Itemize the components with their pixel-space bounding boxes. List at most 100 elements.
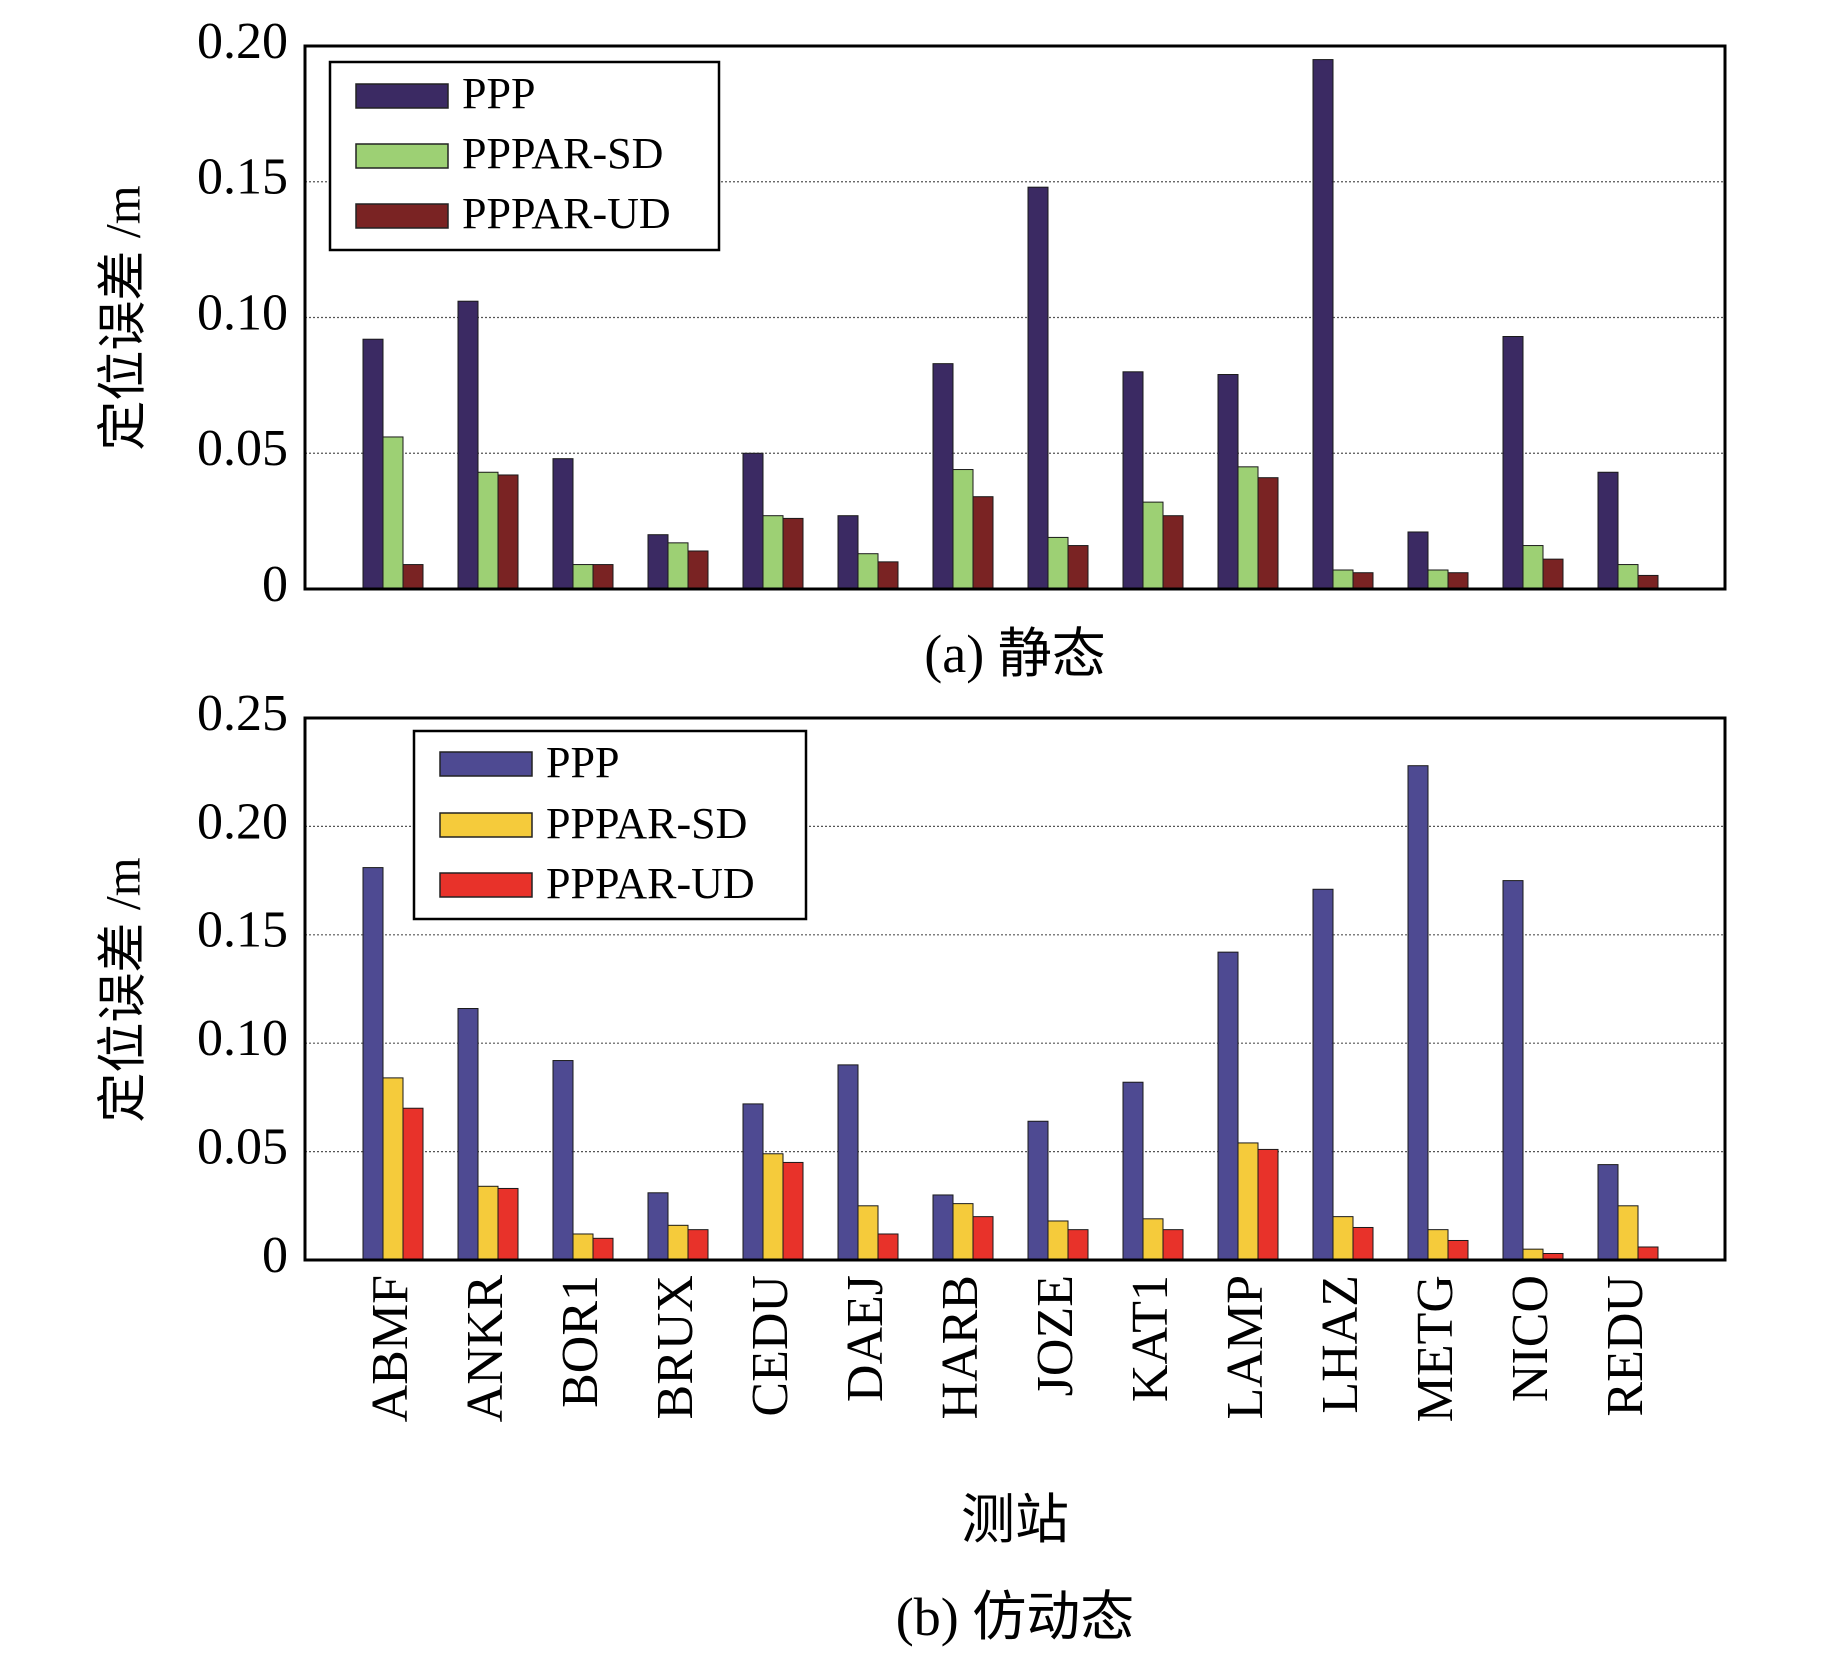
bar-harb-pppar-sd — [952, 469, 974, 590]
y-tick-label: 0.10 — [197, 1010, 288, 1067]
bar-cedu-pppar-sd — [762, 1153, 784, 1261]
legend-swatch-pppar-ud — [355, 203, 449, 229]
legend-swatch-ppp — [355, 83, 449, 109]
bar-brux-pppar-ud — [687, 550, 709, 590]
bar-harb-ppp — [932, 363, 954, 590]
y-tick-label: 0 — [262, 1227, 288, 1284]
y-tick-label: 0.20 — [197, 793, 288, 850]
bar-redu-pppar-sd — [1617, 1205, 1639, 1261]
legend-label-pppar-ud: PPPAR-UD — [546, 859, 755, 908]
panel-b-y-ticks: 0 0.05 0.10 0.15 0.20 0.25 — [197, 685, 288, 1284]
y-tick-label: 0.05 — [197, 1119, 288, 1176]
bar-cedu-ppp — [742, 1103, 764, 1261]
bar-harb-pppar-ud — [972, 496, 994, 590]
x-tick-label-lamp: LAMP — [1217, 1275, 1274, 1419]
bar-ankr-pppar-ud — [497, 1187, 519, 1261]
bar-nico-pppar-sd — [1522, 545, 1544, 590]
bar-brux-ppp — [647, 534, 669, 590]
x-tick-label-bor1: BOR1 — [552, 1275, 609, 1408]
bar-metg-ppp — [1407, 765, 1429, 1261]
x-tick-label-redu: REDU — [1597, 1275, 1654, 1417]
bar-joze-pppar-sd — [1047, 536, 1069, 590]
bar-ankr-pppar-ud — [497, 474, 519, 590]
bar-kat1-pppar-sd — [1142, 1218, 1164, 1261]
bar-ankr-ppp — [457, 1008, 479, 1261]
bar-redu-ppp — [1597, 1164, 1619, 1261]
bar-lamp-pppar-sd — [1237, 466, 1259, 590]
bar-kat1-pppar-ud — [1162, 1229, 1184, 1261]
panel-a-legend: PPP PPPAR-SD PPPAR-UD — [328, 60, 721, 252]
legend-label-ppp: PPP — [546, 738, 619, 787]
bar-ankr-pppar-sd — [477, 1185, 499, 1261]
bar-redu-pppar-sd — [1617, 564, 1639, 590]
bar-harb-pppar-ud — [972, 1216, 994, 1261]
legend-swatch-pppar-ud — [439, 872, 533, 898]
bar-joze-ppp — [1027, 1120, 1049, 1261]
bar-harb-ppp — [932, 1194, 954, 1261]
bar-nico-ppp — [1502, 336, 1524, 590]
bar-nico-ppp — [1502, 880, 1524, 1261]
bar-kat1-ppp — [1122, 371, 1144, 590]
bar-daej-pppar-sd — [857, 553, 879, 590]
bar-redu-ppp — [1597, 471, 1619, 590]
bar-lamp-ppp — [1217, 374, 1239, 590]
bar-kat1-ppp — [1122, 1081, 1144, 1261]
bar-lamp-pppar-sd — [1237, 1142, 1259, 1261]
panel-a-bars — [362, 59, 1659, 590]
bar-joze-pppar-ud — [1067, 1229, 1089, 1261]
x-tick-label-brux: BRUX — [647, 1275, 704, 1419]
bar-harb-pppar-sd — [952, 1203, 974, 1261]
panel-b-y-axis-label: 定位误差 /m — [94, 857, 150, 1122]
bar-bor1-pppar-sd — [572, 1233, 594, 1261]
panel-b-caption: (b) 仿动态 — [896, 1587, 1134, 1647]
bar-lhaz-ppp — [1312, 59, 1334, 590]
bar-lamp-pppar-ud — [1257, 1148, 1279, 1261]
x-tick-label-joze: JOZE — [1027, 1275, 1084, 1396]
legend-swatch-pppar-sd — [355, 143, 449, 169]
bar-abmf-pppar-ud — [402, 1107, 424, 1261]
y-tick-label: 0 — [262, 556, 288, 613]
bar-joze-ppp — [1027, 186, 1049, 590]
bar-abmf-pppar-sd — [382, 436, 404, 590]
bar-abmf-pppar-sd — [382, 1077, 404, 1261]
legend-label-ppp: PPP — [462, 69, 535, 118]
legend-swatch-pppar-sd — [439, 812, 533, 838]
bar-joze-pppar-ud — [1067, 545, 1089, 590]
bar-brux-pppar-sd — [667, 542, 689, 590]
bar-kat1-pppar-sd — [1142, 501, 1164, 590]
legend-label-pppar-sd: PPPAR-SD — [462, 129, 663, 178]
bar-metg-pppar-sd — [1427, 569, 1449, 590]
bar-daej-pppar-ud — [877, 1233, 899, 1261]
panel-b-bars — [362, 765, 1659, 1261]
legend-swatch-ppp — [439, 751, 533, 777]
bar-nico-pppar-sd — [1522, 1248, 1544, 1261]
bar-cedu-pppar-ud — [782, 517, 804, 590]
bar-redu-pppar-ud — [1637, 574, 1659, 590]
x-tick-label-daej: DAEJ — [837, 1275, 894, 1402]
y-tick-label: 0.15 — [197, 149, 288, 206]
panel-b-legend: PPP PPPAR-SD PPPAR-UD — [412, 729, 808, 921]
x-tick-label-abmf: ABMF — [362, 1275, 419, 1422]
bar-metg-pppar-ud — [1447, 1239, 1469, 1261]
bar-kat1-pppar-ud — [1162, 515, 1184, 590]
bar-daej-pppar-sd — [857, 1205, 879, 1261]
bar-daej-ppp — [837, 515, 859, 590]
panel-a-static: 0 0.05 0.10 0.15 0.20 定位误差 /m PPP PPPAR-SD P… — [94, 13, 1727, 684]
x-tick-label-kat1: KAT1 — [1122, 1275, 1179, 1402]
bar-metg-pppar-ud — [1447, 572, 1469, 590]
bar-bor1-pppar-sd — [572, 564, 594, 590]
bar-ankr-ppp — [457, 300, 479, 590]
bar-brux-pppar-ud — [687, 1229, 709, 1261]
bar-abmf-ppp — [362, 867, 384, 1261]
x-tick-label-cedu: CEDU — [742, 1275, 799, 1417]
y-tick-label: 0.05 — [197, 420, 288, 477]
bar-metg-pppar-sd — [1427, 1229, 1449, 1261]
bar-abmf-ppp — [362, 338, 384, 590]
y-tick-label: 0.20 — [197, 13, 288, 70]
bar-bor1-ppp — [552, 1060, 574, 1261]
bar-nico-pppar-ud — [1542, 558, 1564, 590]
bar-bor1-pppar-ud — [592, 1237, 614, 1261]
y-tick-label: 0.10 — [197, 284, 288, 341]
legend-label-pppar-ud: PPPAR-UD — [462, 189, 671, 238]
